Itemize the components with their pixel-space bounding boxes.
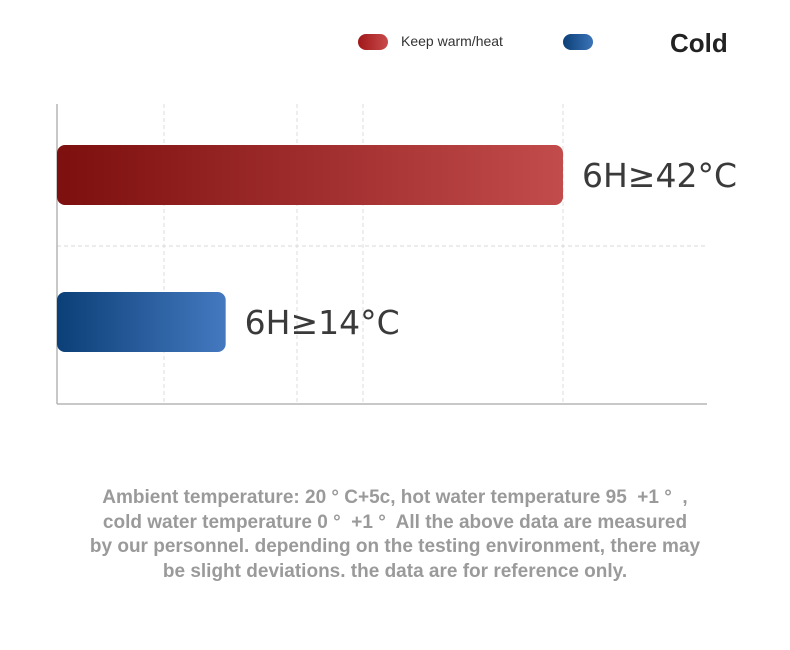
footnote-line-2: cold water temperature 0 ° ︎ +1 ° ︎ All …	[102, 511, 688, 533]
legend-swatch-cold	[563, 34, 593, 50]
legend-label-cold: Cold	[670, 28, 728, 58]
legend: Keep warm/heat Cold	[0, 0, 790, 80]
data-label-cold: 6H≥14°C	[245, 303, 400, 342]
bar-cold	[57, 292, 226, 352]
footnote-line-3: by our personnel. depending on the testi…	[89, 536, 701, 557]
bars	[57, 145, 563, 352]
data-labels: 6H≥42°C 6H≥14°C	[245, 156, 737, 342]
data-label-keep-warm: 6H≥42°C	[582, 156, 737, 195]
footnote-line-1: Ambient temperature: 20 ° C+5c, hot wate…	[102, 487, 688, 508]
legend-label-warm: Keep warm/heat	[401, 33, 503, 49]
legend-swatch-warm	[358, 34, 388, 50]
bar-keep-warm	[57, 145, 563, 205]
footnote: Ambient temperature: 20 ° C+5c, hot wate…	[20, 486, 770, 584]
footnote-line-4: be slight deviations. the data are for r…	[162, 560, 628, 582]
